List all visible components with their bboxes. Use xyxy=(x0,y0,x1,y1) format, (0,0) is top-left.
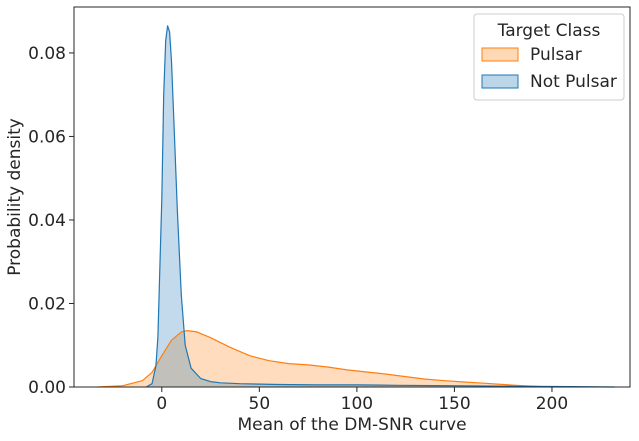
density-line-pulsar xyxy=(97,330,553,388)
y-axis-label: Probability density xyxy=(5,118,25,276)
legend-label-pulsar: Pulsar xyxy=(530,45,582,65)
x-tick-label: 200 xyxy=(536,394,568,414)
legend-swatch-pulsar xyxy=(481,47,519,62)
density-line-not-pulsar xyxy=(145,25,615,388)
legend-entries: Pulsar Not Pulsar xyxy=(481,45,617,92)
x-tick-label: 0 xyxy=(156,394,167,414)
density-area-pulsar xyxy=(97,330,553,387)
y-tick-label: 0.02 xyxy=(28,294,66,314)
x-axis-label: Mean of the DM-SNR curve xyxy=(237,415,466,435)
x-tick-label: 100 xyxy=(341,394,373,414)
plot-series xyxy=(97,25,615,388)
y-tick-label: 0.06 xyxy=(28,127,66,147)
x-tick-label: 150 xyxy=(438,394,470,414)
y-tick-label: 0.00 xyxy=(28,378,66,398)
plot-frame xyxy=(73,6,631,388)
legend-label-not-pulsar: Not Pulsar xyxy=(530,72,617,92)
legend-title: Target Class xyxy=(497,21,601,41)
legend-box xyxy=(473,13,625,101)
legend: Target Class Pulsar Not Pulsar xyxy=(473,13,625,101)
legend-swatch-not-pulsar xyxy=(481,74,519,89)
y-axis-ticks: 0.00 0.02 0.04 0.06 0.08 xyxy=(28,44,74,398)
x-tick-label: 50 xyxy=(249,394,271,414)
x-axis-ticks: 0 50 100 150 200 xyxy=(156,387,568,414)
y-tick-label: 0.04 xyxy=(28,211,66,231)
y-tick-label: 0.08 xyxy=(28,44,66,64)
